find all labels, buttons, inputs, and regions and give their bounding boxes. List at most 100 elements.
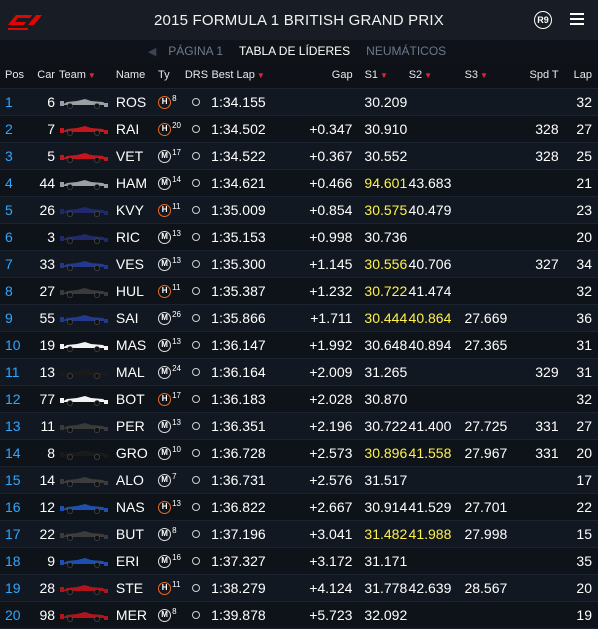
drs-indicator-icon xyxy=(192,287,201,295)
cell-pos: 18 xyxy=(5,553,21,569)
col-gap[interactable]: Gap xyxy=(331,69,353,81)
cell-lap: 34 xyxy=(576,256,592,272)
cell-best-lap: 1:35.866 xyxy=(211,310,266,326)
cell-drs xyxy=(186,449,208,457)
car-livery-icon xyxy=(60,503,109,514)
drs-indicator-icon xyxy=(192,422,201,430)
cell-car: 55 xyxy=(39,310,56,326)
table-row[interactable]: 4 44 HAM M 14 1:34.621 +0.466 94.601 43.683 21 xyxy=(0,170,598,197)
tab-tyres[interactable]: NEUMÁTICOS xyxy=(366,44,447,58)
chevron-left-icon[interactable]: ◀ xyxy=(147,45,157,58)
cell-car: 22 xyxy=(39,526,56,542)
table-row[interactable]: 1 6 ROS H 8 1:34.155 30.209 32 xyxy=(0,89,598,116)
cell-gap: +1.992 xyxy=(309,337,353,353)
table-row[interactable]: 7 33 VES M 13 1:35.300 +1.145 30.556 40.706 327 34 xyxy=(0,251,598,278)
tyre-age: 20 xyxy=(172,120,182,130)
cell-s2: 43.683 xyxy=(408,175,452,191)
cell-gap: +0.998 xyxy=(309,229,353,245)
car-livery-icon xyxy=(60,179,109,190)
col-s3[interactable]: S3 ▼ xyxy=(464,69,488,81)
drs-indicator-icon xyxy=(192,179,201,187)
cell-s1: 30.722 xyxy=(364,418,408,434)
table-row[interactable]: 3 5 VET M 17 1:34.522 +0.367 30.552 328 25 xyxy=(0,143,598,170)
table-row[interactable]: 16 12 NAS H 13 1:36.822 +2.667 30.914 41.529 27.7… xyxy=(0,494,598,521)
table-row[interactable]: 9 55 SAI M 26 1:35.866 +1.711 30.444 40.864 27.66… xyxy=(0,305,598,332)
tab-page-1[interactable]: PÁGINA 1 xyxy=(168,44,223,58)
col-team[interactable]: Team ▼ xyxy=(58,69,96,81)
car-livery-icon xyxy=(60,152,109,163)
table-row[interactable]: 18 9 ERI M 16 1:37.327 +3.172 31.171 35 xyxy=(0,548,598,575)
cell-pos: 20 xyxy=(5,607,21,623)
table-row[interactable]: 11 13 MAL M 24 1:36.164 +2.009 31.265 329 31 xyxy=(0,359,598,386)
cell-lap: 32 xyxy=(576,94,592,110)
col-lap[interactable]: Lap xyxy=(573,69,592,81)
tyre-compound-icon: H xyxy=(158,500,172,514)
tyre-age: 13 xyxy=(172,498,182,508)
col-car[interactable]: Car xyxy=(37,69,55,81)
table-row[interactable]: 8 27 HUL H 11 1:35.387 +1.232 30.722 41.474 32 xyxy=(0,278,598,305)
cell-best-lap: 1:36.164 xyxy=(211,364,266,380)
tyre-age: 13 xyxy=(172,255,182,265)
tyre-age: 11 xyxy=(172,201,181,211)
cell-lap: 32 xyxy=(576,391,592,407)
tyre-compound-icon: H xyxy=(158,95,172,109)
table-row[interactable]: 10 19 MAS M 13 1:36.147 +1.992 30.648 40.894 27.3… xyxy=(0,332,598,359)
tyre-compound-icon: M xyxy=(158,149,172,163)
cell-s2: 42.639 xyxy=(408,580,452,596)
cell-best-lap: 1:36.351 xyxy=(211,418,266,434)
top-bar: 2015 FORMULA 1 BRITISH GRAND PRIX R9 xyxy=(0,0,598,40)
cell-name: BOT xyxy=(115,391,145,407)
tyre-age: 17 xyxy=(172,390,182,400)
tab-leaderboard[interactable]: TABLA DE LÍDERES xyxy=(239,44,351,58)
menu-icon[interactable] xyxy=(570,13,584,25)
col-s1[interactable]: S1 ▼ xyxy=(364,69,388,81)
cell-lap: 36 xyxy=(576,310,592,326)
cell-lap: 27 xyxy=(576,418,592,434)
col-speed-trap[interactable]: Spd T xyxy=(529,69,559,81)
cell-drs xyxy=(186,314,208,322)
col-tyre[interactable]: Ty xyxy=(158,69,170,81)
table-row[interactable]: 17 22 BUT M 8 1:37.196 +3.041 31.482 41.988 27.99… xyxy=(0,521,598,548)
cell-name: VES xyxy=(115,256,144,272)
table-row[interactable]: 2 7 RAI H 20 1:34.502 +0.347 30.910 328 27 xyxy=(0,116,598,143)
cell-s1: 30.556 xyxy=(364,256,408,272)
cell-s2: 40.894 xyxy=(408,337,452,353)
cell-name: ALO xyxy=(115,472,144,488)
car-livery-icon xyxy=(60,530,109,541)
cell-drs xyxy=(186,476,208,484)
table-row[interactable]: 13 11 PER M 13 1:36.351 +2.196 30.722 41.400 27.7… xyxy=(0,413,598,440)
cell-best-lap: 1:36.731 xyxy=(211,472,266,488)
car-livery-icon xyxy=(60,125,109,136)
cell-name: PER xyxy=(115,418,145,434)
cell-team xyxy=(59,609,115,622)
drs-indicator-icon xyxy=(192,314,201,322)
table-row[interactable]: 14 8 GRO M 10 1:36.728 +2.573 30.896 41.558 27.96… xyxy=(0,440,598,467)
cell-gap: +2.573 xyxy=(309,445,353,461)
cell-speed-trap: 327 xyxy=(535,256,559,272)
col-pos[interactable]: Pos xyxy=(5,69,24,81)
col-s2[interactable]: S2 ▼ xyxy=(408,69,433,81)
table-row[interactable]: 19 28 STE H 11 1:38.279 +4.124 31.778 42.639 28.5… xyxy=(0,575,598,602)
tyre-age: 17 xyxy=(172,147,182,157)
cell-s2: 41.474 xyxy=(408,283,452,299)
table-row[interactable]: 15 14 ALO M 7 1:36.731 +2.576 31.517 17 xyxy=(0,467,598,494)
col-best-lap[interactable]: Best Lap ▼ xyxy=(211,69,265,81)
drs-indicator-icon xyxy=(192,206,201,214)
tyre-compound-icon: M xyxy=(158,230,172,244)
f1-logo-icon[interactable] xyxy=(6,7,46,33)
cell-best-lap: 1:36.147 xyxy=(211,337,266,353)
tyre-age: 13 xyxy=(172,336,182,346)
table-row[interactable]: 5 26 KVY H 11 1:35.009 +0.854 30.575 40.479 23 xyxy=(0,197,598,224)
car-livery-icon xyxy=(60,584,109,595)
cell-team xyxy=(59,123,115,136)
cell-best-lap: 1:36.183 xyxy=(211,391,266,407)
table-row[interactable]: 6 3 RIC M 13 1:35.153 +0.998 30.736 20 xyxy=(0,224,598,251)
cell-pos: 10 xyxy=(5,337,21,353)
col-name[interactable]: Name xyxy=(115,69,146,81)
cell-car: 77 xyxy=(39,391,56,407)
col-drs[interactable]: DRS xyxy=(184,69,209,81)
table-row[interactable]: 12 77 BOT H 17 1:36.183 +2.028 30.870 32 xyxy=(0,386,598,413)
tyre-compound-icon: M xyxy=(158,338,172,352)
cell-car: 44 xyxy=(39,175,56,191)
